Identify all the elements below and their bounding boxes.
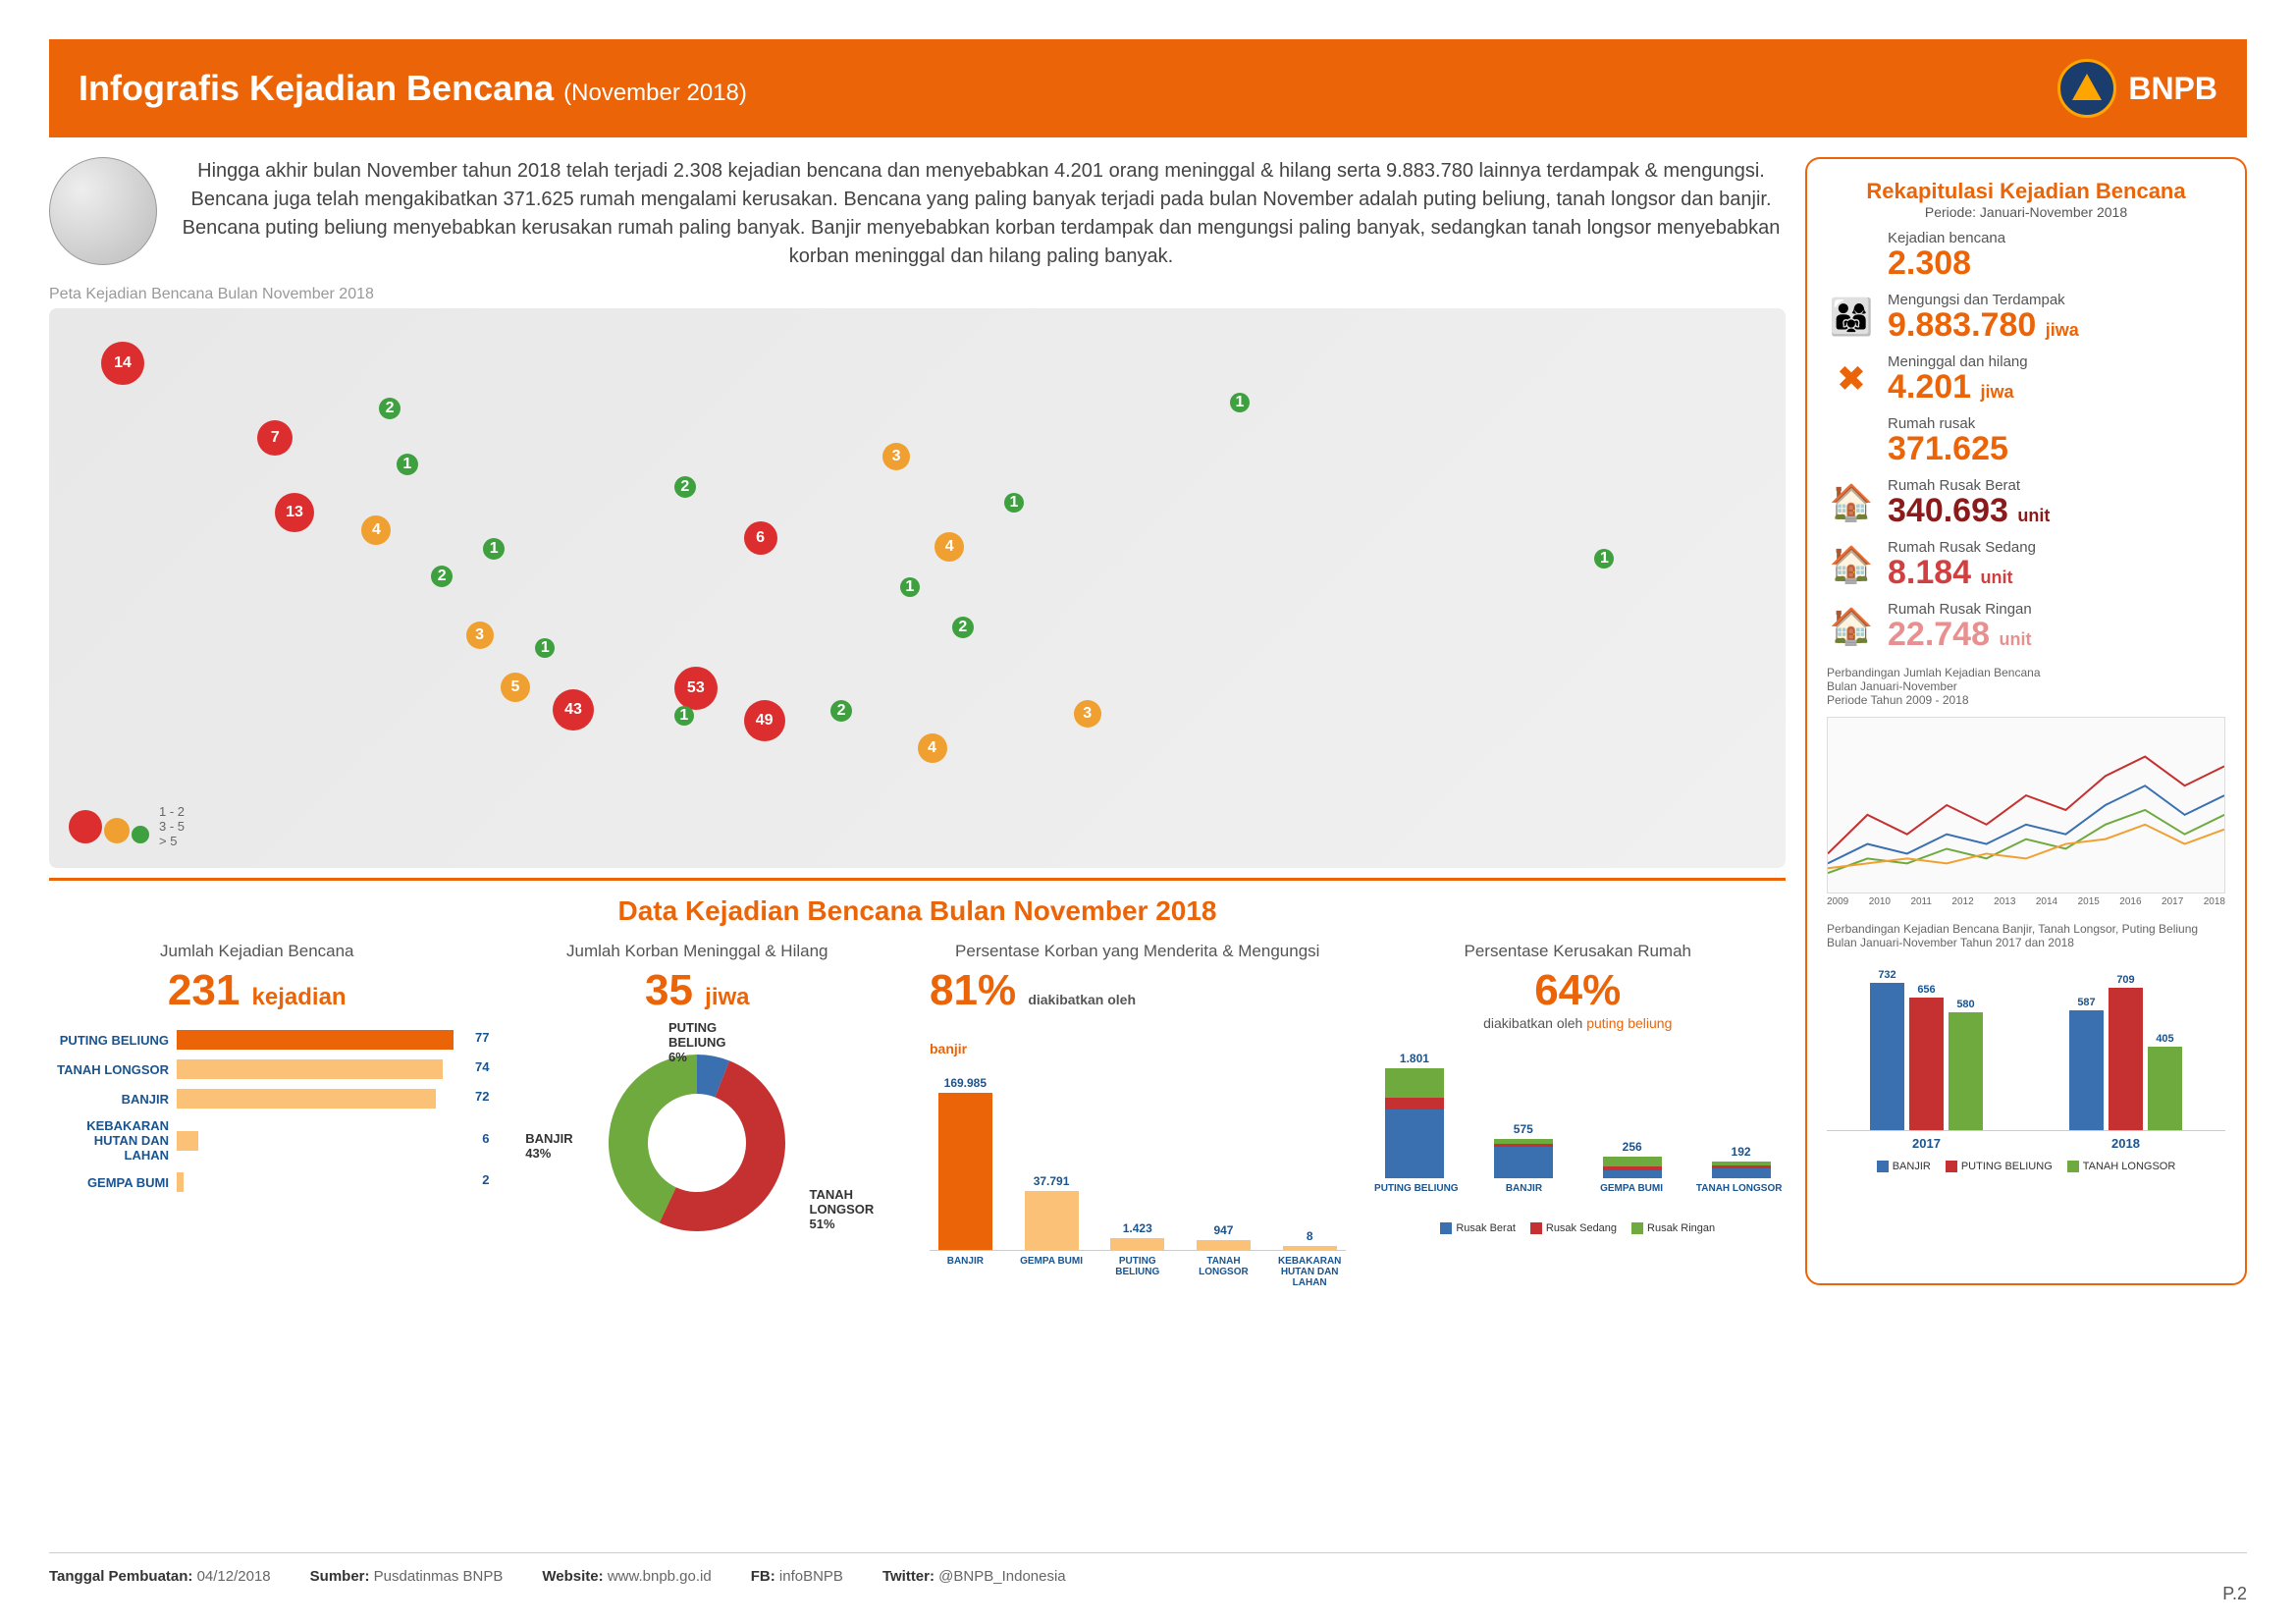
map-marker: 43 bbox=[553, 689, 594, 731]
map-marker: 2 bbox=[431, 566, 453, 587]
intro-text: Hingga akhir bulan November tahun 2018 t… bbox=[177, 157, 1786, 271]
map-marker: 1 bbox=[900, 577, 920, 597]
chart4-value: 64% bbox=[1370, 966, 1787, 1015]
map-marker: 13 bbox=[275, 493, 314, 532]
intro-block: Hingga akhir bulan November tahun 2018 t… bbox=[49, 157, 1786, 271]
map-marker: 2 bbox=[830, 700, 852, 722]
map-marker: 49 bbox=[744, 700, 785, 741]
map-marker: 4 bbox=[918, 733, 947, 763]
chart4-title: Persentase Kerusakan Rumah bbox=[1370, 942, 1787, 961]
chart-events-count: Jumlah Kejadian Bencana 231 kejadian PUT… bbox=[49, 942, 465, 1202]
page-header: Infografis Kejadian Bencana (November 20… bbox=[49, 39, 2247, 137]
map-legend: 1 - 2 3 - 5 > 5 bbox=[69, 804, 185, 848]
chart1-value: 231 kejadian bbox=[49, 966, 465, 1015]
map-marker: 2 bbox=[379, 398, 400, 419]
chart3-value: 81% diakibatkan olehbanjir bbox=[930, 966, 1346, 1064]
chart2-title: Jumlah Korban Meninggal & Hilang bbox=[490, 942, 906, 961]
map-marker: 3 bbox=[466, 622, 494, 649]
recap-panel: Rekapitulasi Kejadian Bencana Periode: J… bbox=[1805, 157, 2247, 1285]
mini-line-chart bbox=[1827, 717, 2225, 893]
map-marker: 6 bbox=[744, 521, 777, 555]
globe-icon bbox=[49, 157, 157, 265]
map-marker: 3 bbox=[1074, 700, 1101, 728]
mini-chart1-title: Perbandingan Jumlah Kejadian Bencana Bul… bbox=[1827, 666, 2225, 707]
map-marker: 3 bbox=[882, 443, 910, 470]
page-footer: Tanggal Pembuatan: 04/12/2018 Sumber: Pu… bbox=[49, 1552, 2247, 1585]
map-marker: 2 bbox=[674, 476, 696, 498]
map-marker: 1 bbox=[1594, 549, 1614, 568]
chart-affected-columns: Persentase Korban yang Menderita & Mengu… bbox=[930, 942, 1346, 1285]
map-area: 1 - 2 3 - 5 > 5 147134212135143625314923… bbox=[49, 308, 1786, 868]
chart-deaths-donut: Jumlah Korban Meninggal & Hilang 35 jiwa… bbox=[490, 942, 906, 1271]
map-marker: 7 bbox=[257, 420, 293, 456]
map-marker: 53 bbox=[674, 667, 718, 710]
map-marker: 4 bbox=[934, 532, 964, 562]
chart2-value: 35 jiwa bbox=[490, 966, 906, 1015]
recap-title: Rekapitulasi Kejadian Bencana bbox=[1827, 179, 2225, 204]
chart4-subtitle: diakibatkan oleh puting beliung bbox=[1370, 1015, 1787, 1031]
map-marker: 1 bbox=[397, 454, 418, 475]
map-marker: 1 bbox=[1004, 493, 1024, 513]
recap-period: Periode: Januari-November 2018 bbox=[1827, 204, 2225, 220]
logo-icon bbox=[2057, 59, 2116, 118]
chart3-title: Persentase Korban yang Menderita & Mengu… bbox=[930, 942, 1346, 961]
map-marker: 1 bbox=[1230, 393, 1250, 412]
page-number: P.2 bbox=[2222, 1584, 2247, 1604]
section-title: Data Kejadian Bencana Bulan November 201… bbox=[49, 895, 1786, 927]
map-marker: 14 bbox=[101, 342, 144, 385]
chart-damage-stacked: Persentase Kerusakan Rumah 64% diakibatk… bbox=[1370, 942, 1787, 1234]
map-marker: 5 bbox=[501, 673, 530, 702]
header-title: Infografis Kejadian Bencana (November 20… bbox=[79, 68, 747, 109]
map-marker: 1 bbox=[535, 638, 555, 658]
mini-chart2-title: Perbandingan Kejadian Bencana Banjir, Ta… bbox=[1827, 922, 2225, 949]
map-marker: 1 bbox=[674, 706, 694, 726]
map-marker: 2 bbox=[952, 617, 974, 638]
org-logo: BNPB bbox=[2057, 59, 2217, 118]
map-marker: 4 bbox=[361, 515, 391, 545]
chart1-title: Jumlah Kejadian Bencana bbox=[49, 942, 465, 961]
map-caption: Peta Kejadian Bencana Bulan November 201… bbox=[49, 286, 1786, 303]
map-marker: 1 bbox=[483, 538, 505, 560]
